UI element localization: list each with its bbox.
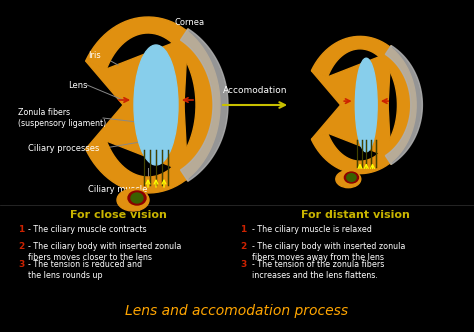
Text: 2: 2 — [18, 242, 24, 251]
Polygon shape — [86, 17, 220, 193]
Text: Lens and accomodation process: Lens and accomodation process — [126, 304, 348, 318]
Text: Accomodation: Accomodation — [223, 86, 287, 95]
Polygon shape — [311, 45, 391, 156]
Ellipse shape — [345, 172, 358, 183]
Text: Lens: Lens — [68, 80, 88, 90]
Text: - The ciliary body with inserted zonula
fibers moves closer to the lens: - The ciliary body with inserted zonula … — [28, 242, 182, 262]
Polygon shape — [181, 29, 228, 181]
Text: - The tension is reduced and
the lens rounds up: - The tension is reduced and the lens ro… — [28, 260, 142, 280]
Text: Iris: Iris — [88, 50, 101, 59]
Text: Ciliary muscle: Ciliary muscle — [88, 185, 148, 194]
Ellipse shape — [336, 171, 361, 188]
Polygon shape — [86, 29, 188, 170]
Text: 1: 1 — [240, 225, 246, 234]
Ellipse shape — [134, 45, 178, 165]
Ellipse shape — [356, 58, 377, 152]
Text: - The tension of the zonula fibers
increases and the lens flattens.: - The tension of the zonula fibers incre… — [252, 260, 384, 280]
Polygon shape — [311, 37, 416, 174]
Ellipse shape — [117, 189, 149, 211]
Text: Ciliary processes: Ciliary processes — [28, 143, 100, 152]
Text: For distant vision: For distant vision — [301, 210, 410, 220]
Text: Cornea: Cornea — [175, 18, 205, 27]
Text: - The ciliary muscle contracts: - The ciliary muscle contracts — [28, 225, 146, 234]
Ellipse shape — [131, 193, 143, 203]
Text: - The ciliary muscle is relaxed: - The ciliary muscle is relaxed — [252, 225, 372, 234]
Text: For close vision: For close vision — [70, 210, 166, 220]
Polygon shape — [385, 45, 422, 164]
Ellipse shape — [128, 191, 146, 205]
Text: 2: 2 — [240, 242, 246, 251]
Text: 1: 1 — [18, 225, 24, 234]
Text: 3: 3 — [18, 260, 24, 269]
Text: 3: 3 — [240, 260, 246, 269]
Text: - The ciliary body with inserted zonula
fibers moves away from the lens: - The ciliary body with inserted zonula … — [252, 242, 405, 262]
Ellipse shape — [347, 174, 356, 182]
Text: Zonula fibers
(suspensory ligament): Zonula fibers (suspensory ligament) — [18, 108, 106, 128]
Polygon shape — [86, 40, 188, 181]
Polygon shape — [311, 54, 391, 164]
